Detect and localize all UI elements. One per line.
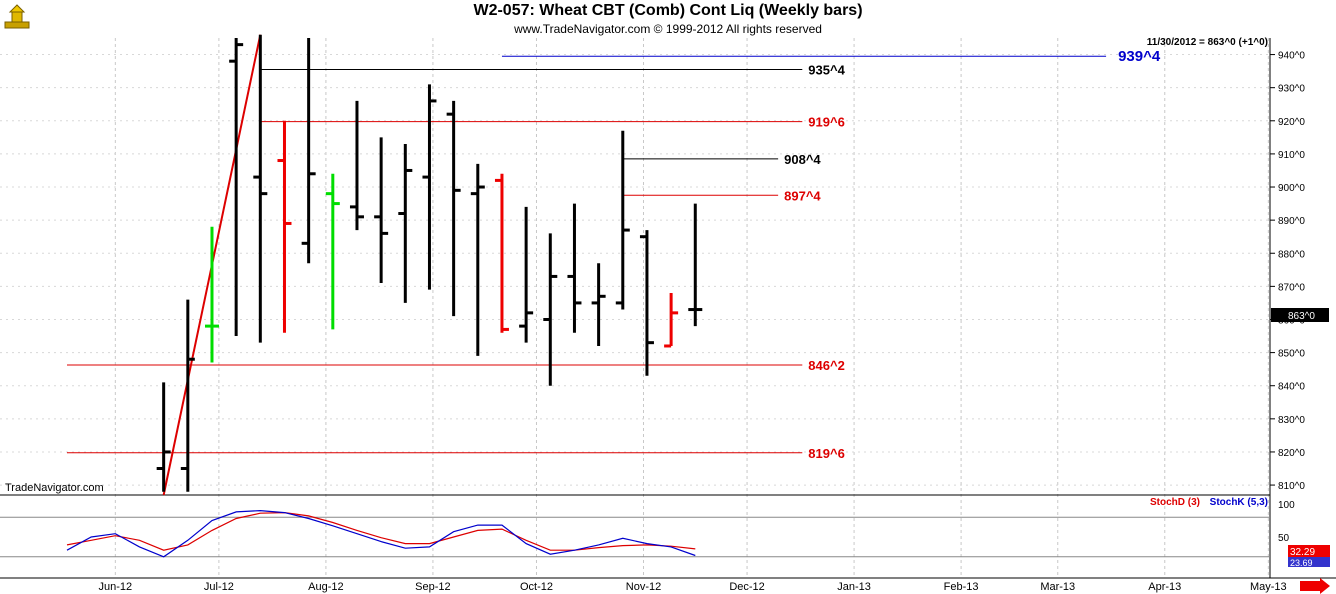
y-tick-label: 840^0 [1278,382,1305,393]
horizontal-gridlines [0,54,1270,486]
level-label: 897^4 [784,188,821,203]
ohlc-bar [664,292,679,348]
ohlc-bar [180,299,195,492]
level-label: 939^4 [1118,48,1161,65]
y-tick-label: 940^0 [1278,51,1305,62]
y-tick-label: 920^0 [1278,117,1305,128]
last-price-label: 863^0 [1288,311,1315,322]
x-tick-label: Aug-12 [308,581,343,593]
ohlc-bar [615,130,630,310]
y-tick-label: 850^0 [1278,349,1305,360]
level-label: 846^2 [808,358,845,373]
ohlc-bar [325,173,340,330]
stochk-last-label: 23.69 [1290,558,1313,568]
x-tick-label: Apr-13 [1148,581,1181,593]
x-tick-label: May-13 [1250,581,1287,593]
stochastic-series-line [66,511,696,551]
x-tick-label: Jun-12 [99,581,133,593]
x-tick-label: Jul-12 [204,581,234,593]
x-tick-label: Feb-13 [944,581,979,593]
ohlc-bar [688,203,703,327]
ohlc-bar [494,173,509,333]
y-tick-label: 890^0 [1278,216,1305,227]
ohlc-bar [422,84,437,290]
stochastic-tick-label: 50 [1278,533,1290,544]
scroll-right-arrow-icon[interactable] [1300,578,1330,594]
time-axis: Jun-12 Jul-12 Aug-12 Sep-12 Oct-12 Nov-12 Dec-… [99,581,1287,593]
y-tick-label: 820^0 [1278,448,1305,459]
ohlc-bar [567,203,582,333]
ohlc-bar [204,226,219,363]
info-text: 11/30/2012 = 863^0 (+1^0) [1147,37,1268,48]
vertical-gridlines [114,38,1269,578]
ohlc-bars [156,34,703,492]
y-tick-label: 870^0 [1278,282,1305,293]
y-tick-label: 930^0 [1278,84,1305,95]
x-tick-label: Oct-12 [520,581,553,593]
x-tick-label: Dec-12 [729,581,764,593]
level-label: 819^6 [808,446,845,461]
y-tick-label: 830^0 [1278,415,1305,426]
copyright-text: www.TradeNavigator.com © 1999-2012 All r… [514,22,822,36]
ohlc-bar [591,263,606,346]
level-label: 919^6 [808,115,845,130]
ohlc-bar [229,38,244,337]
x-tick-label: Sep-12 [415,581,450,593]
ohlc-bar [446,100,461,317]
y-tick-label: 880^0 [1278,249,1305,260]
trade-navigator-logo-icon [4,4,30,29]
ohlc-bar [470,163,485,356]
ohlc-bar [374,137,389,284]
ohlc-bar [543,233,558,386]
stochastic-series-line [66,509,696,558]
ohlc-bar [349,100,364,231]
ohlc-bar [639,230,654,376]
ohlc-bar [519,206,534,343]
y-tick-label: 910^0 [1278,150,1305,161]
ohlc-bar [398,143,413,303]
chart-title: W2-057: Wheat CBT (Comb) Cont Liq (Weekl… [473,2,863,19]
level-label: 935^4 [808,62,845,77]
ohlc-bar [301,38,316,264]
stochastic-panel: 50 100 [0,500,1295,558]
x-tick-label: Mar-13 [1040,581,1075,593]
stochastic-tick-label: 100 [1278,500,1295,511]
ohlc-bar [253,34,268,343]
stochk-legend: StochK (5,3) [1210,497,1268,508]
watermark-text: TradeNavigator.com [5,482,104,494]
support-resistance-levels: 939^4 935^4 919^6 908^4 897^4 846^2 819^6 [67,48,1161,461]
ohlc-bar [277,120,292,333]
level-label: 908^4 [784,152,821,167]
stochd-last-label: 32.29 [1290,547,1315,558]
x-tick-label: Jan-13 [837,581,871,593]
x-tick-label: Nov-12 [626,581,661,593]
stochd-legend: StochD (3) [1150,497,1200,508]
price-axis: 810^0820^0830^0840^0850^0860^0870^0880^0… [1270,51,1305,492]
y-tick-label: 810^0 [1278,481,1305,492]
ohlc-bar [156,382,171,492]
y-tick-label: 900^0 [1278,183,1305,194]
